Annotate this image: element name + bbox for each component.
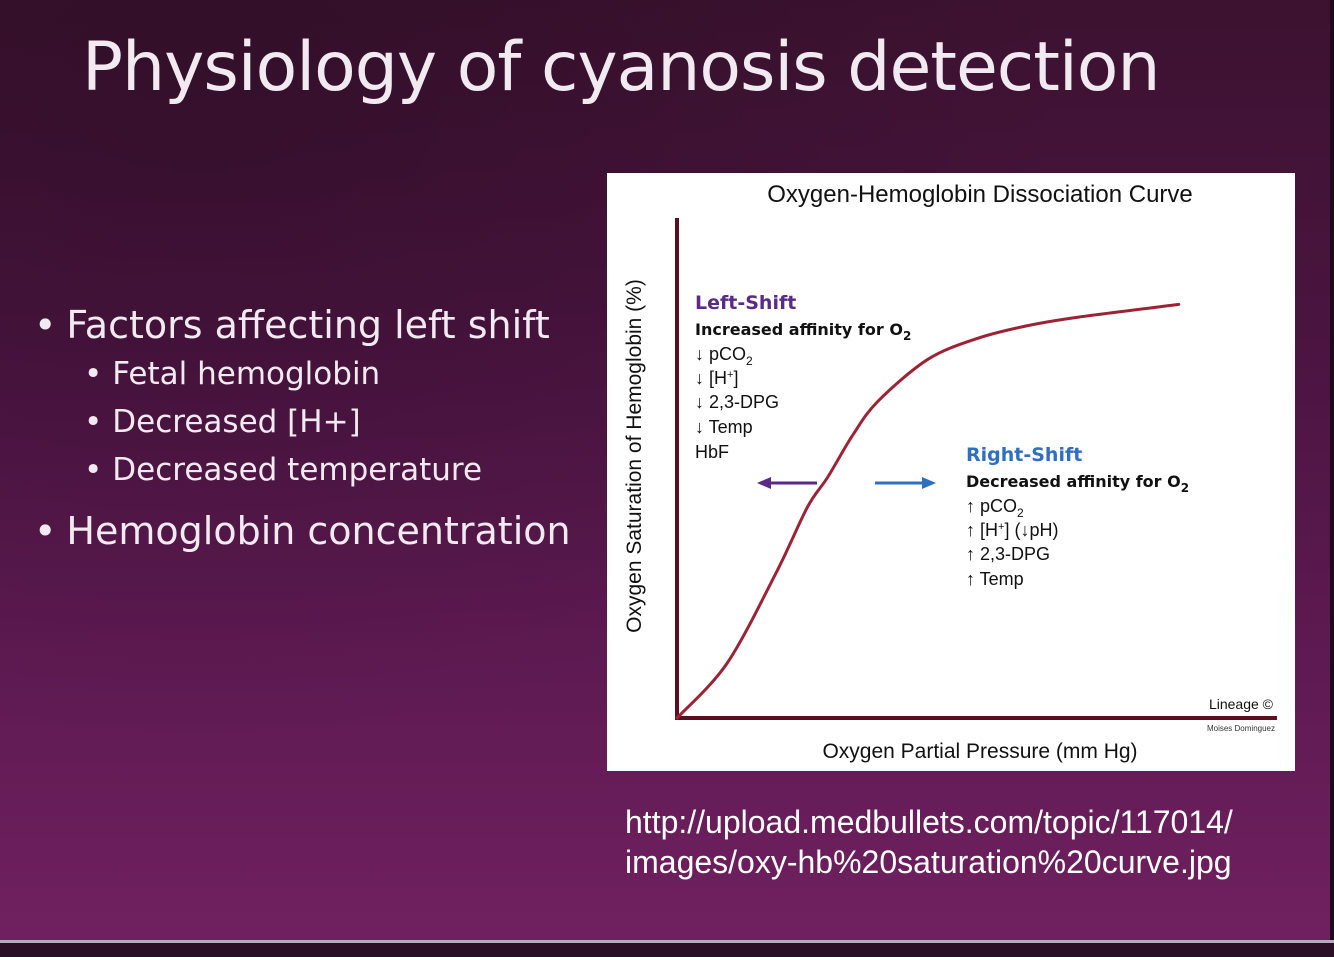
- left-shift-item: HbF: [695, 442, 729, 462]
- left-shift-item-close: ]: [733, 368, 738, 388]
- left-shift-item: ↓ [H+]: [695, 368, 738, 388]
- left-shift-item: ↓ pCO2: [695, 344, 753, 368]
- bullet-text: Hemoglobin concentration: [66, 509, 571, 553]
- slide-title: Physiology of cyanosis detection: [82, 28, 1160, 107]
- right-shift-affinity-text: Decreased affinity for O: [966, 472, 1181, 491]
- right-shift-item-sub: 2: [1017, 506, 1024, 520]
- left-shift-item: ↓ 2,3-DPG: [695, 392, 779, 412]
- sub-bullet-text: Decreased temperature: [112, 452, 483, 488]
- bullet-glyph: •: [84, 356, 103, 392]
- bottom-strip: [0, 940, 1334, 957]
- right-arrow-head-icon: [922, 477, 936, 489]
- window-edge: [1330, 0, 1334, 940]
- right-shift-affinity: Decreased affinity for O2: [966, 472, 1189, 495]
- dissociation-curve-figure: Oxygen-Hemoglobin Dissociation Curve Oxy…: [607, 173, 1295, 771]
- left-shift-item-text: ↓ pCO: [695, 344, 746, 364]
- left-shift-item-text: ↓ [H: [695, 368, 727, 388]
- sub-bullet-text: Fetal hemoglobin: [112, 356, 381, 392]
- right-shift-item: ↑ [H+] (↓pH): [966, 520, 1058, 540]
- left-shift-affinity-text: Increased affinity for O: [695, 320, 903, 339]
- bullet-text: Factors affecting left shift: [66, 303, 550, 347]
- right-shift-item-sup: +: [998, 521, 1004, 533]
- left-shift-affinity-sub: 2: [903, 329, 911, 343]
- source-url[interactable]: http://upload.medbullets.com/topic/11701…: [625, 802, 1315, 882]
- right-shift-item: ↑ 2,3-DPG: [966, 544, 1050, 564]
- bullet-glyph: •: [84, 452, 103, 488]
- bullet-glyph: •: [34, 509, 57, 553]
- y-axis-label: Oxygen Saturation of Hemoglobin (%): [623, 279, 646, 633]
- credit-text: Lineage ©: [1209, 696, 1274, 712]
- x-axis-label: Oxygen Partial Pressure (mm Hg): [822, 740, 1137, 763]
- left-shift-affinity: Increased affinity for O2: [695, 320, 911, 343]
- right-shift-item: ↑ pCO2: [966, 496, 1024, 520]
- right-shift-item-close: ] (↓pH): [1004, 520, 1058, 540]
- right-shift-affinity-sub: 2: [1181, 481, 1189, 495]
- right-shift-item-text: ↑ pCO: [966, 496, 1017, 516]
- sub-bullet-item: • Decreased temperature: [84, 446, 571, 494]
- figure-svg: Oxygen-Hemoglobin Dissociation Curve Oxy…: [623, 181, 1277, 763]
- source-url-line[interactable]: images/oxy-hb%20saturation%20curve.jpg: [625, 844, 1232, 880]
- bullet-glyph: •: [84, 404, 103, 440]
- dissociation-curve-line: [675, 302, 1181, 720]
- sub-bullet-item: • Decreased [H+]: [84, 398, 571, 446]
- right-shift-item-text: ↑ [H: [966, 520, 998, 540]
- sub-bullet-text: Decreased [H+]: [112, 404, 361, 440]
- figure-title: Oxygen-Hemoglobin Dissociation Curve: [767, 181, 1193, 208]
- left-shift-item-sup: +: [727, 369, 733, 381]
- bullet-item: • Factors affecting left shift: [34, 300, 571, 350]
- right-shift-heading: Right-Shift: [966, 444, 1082, 466]
- bullet-list: • Factors affecting left shift • Fetal hem…: [34, 300, 571, 556]
- left-shift-heading: Left-Shift: [695, 292, 796, 314]
- sub-bullet-item: • Fetal hemoglobin: [84, 350, 571, 398]
- left-shift-item: ↓ Temp: [695, 417, 753, 437]
- bullet-glyph: •: [34, 303, 57, 347]
- credit-small-text: Moises Dominguez: [1207, 724, 1275, 733]
- left-arrow-head-icon: [757, 477, 771, 489]
- left-shift-item-sub: 2: [746, 354, 753, 368]
- right-shift-item: ↑ Temp: [966, 569, 1024, 589]
- source-url-line[interactable]: http://upload.medbullets.com/topic/11701…: [625, 804, 1233, 840]
- bullet-item: • Hemoglobin concentration: [34, 506, 571, 556]
